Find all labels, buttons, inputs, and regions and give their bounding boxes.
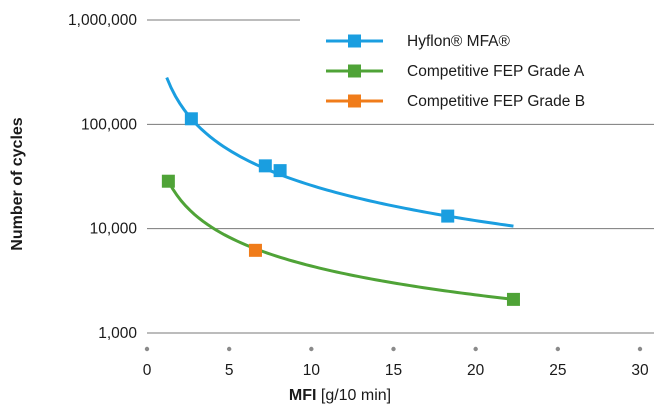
legend-label: Hyflon® MFA®	[407, 33, 511, 50]
legend-label: Competitive FEP Grade B	[407, 93, 585, 110]
x-tick-dot	[309, 346, 314, 352]
x-axis-label: MFI [g/10 min]	[289, 387, 391, 404]
x-tick-dot	[226, 346, 232, 352]
x-axis-tick-labels: 0 5 10 15 20 25 30	[143, 346, 649, 379]
legend-marker	[348, 94, 361, 108]
data-point-series-2	[248, 243, 262, 257]
x-tick-dot	[391, 346, 396, 352]
x-tick-label: 15	[385, 362, 402, 379]
data-point-series-1	[506, 292, 520, 306]
x-tick-label: 10	[303, 362, 321, 379]
x-tick-label: 5	[225, 362, 234, 379]
data-point-series-0	[184, 112, 198, 126]
y-tick-label: 1,000,000	[68, 12, 137, 29]
series-curve-0	[165, 76, 514, 228]
series-curves	[165, 76, 514, 301]
y-axis-tick-labels: 1,000 10,000 100,000 1,000,000	[68, 12, 137, 342]
data-point-series-0	[258, 159, 272, 173]
x-tick-dot	[144, 346, 150, 352]
x-tick-dot	[473, 346, 478, 352]
x-tick-label: 25	[549, 362, 566, 379]
legend-marker	[348, 64, 361, 78]
y-tick-label: 100,000	[81, 116, 137, 133]
x-tick-label: 20	[467, 362, 485, 379]
legend-marker	[348, 34, 361, 48]
legend: Hyflon® MFA® Competitive FEP Grade A Compe…	[326, 33, 585, 110]
x-tick-label: 30	[631, 362, 649, 379]
series-curve-1	[167, 180, 514, 301]
x-tick-label: 0	[143, 362, 152, 379]
x-tick-dot	[637, 346, 643, 352]
grid-lines	[147, 19, 654, 334]
x-axis-label-bold: MFI	[289, 387, 317, 404]
y-axis-label: Number of cycles	[9, 117, 26, 250]
series-markers	[161, 112, 520, 306]
data-point-series-1	[161, 174, 175, 188]
data-point-series-0	[273, 164, 287, 178]
x-axis-label-units: [g/10 min]	[316, 387, 391, 404]
x-tick-dot	[555, 346, 561, 352]
data-point-series-0	[441, 209, 455, 223]
legend-label: Competitive FEP Grade A	[407, 63, 585, 80]
y-tick-label: 1,000	[98, 325, 137, 342]
y-tick-label: 10,000	[90, 221, 138, 238]
